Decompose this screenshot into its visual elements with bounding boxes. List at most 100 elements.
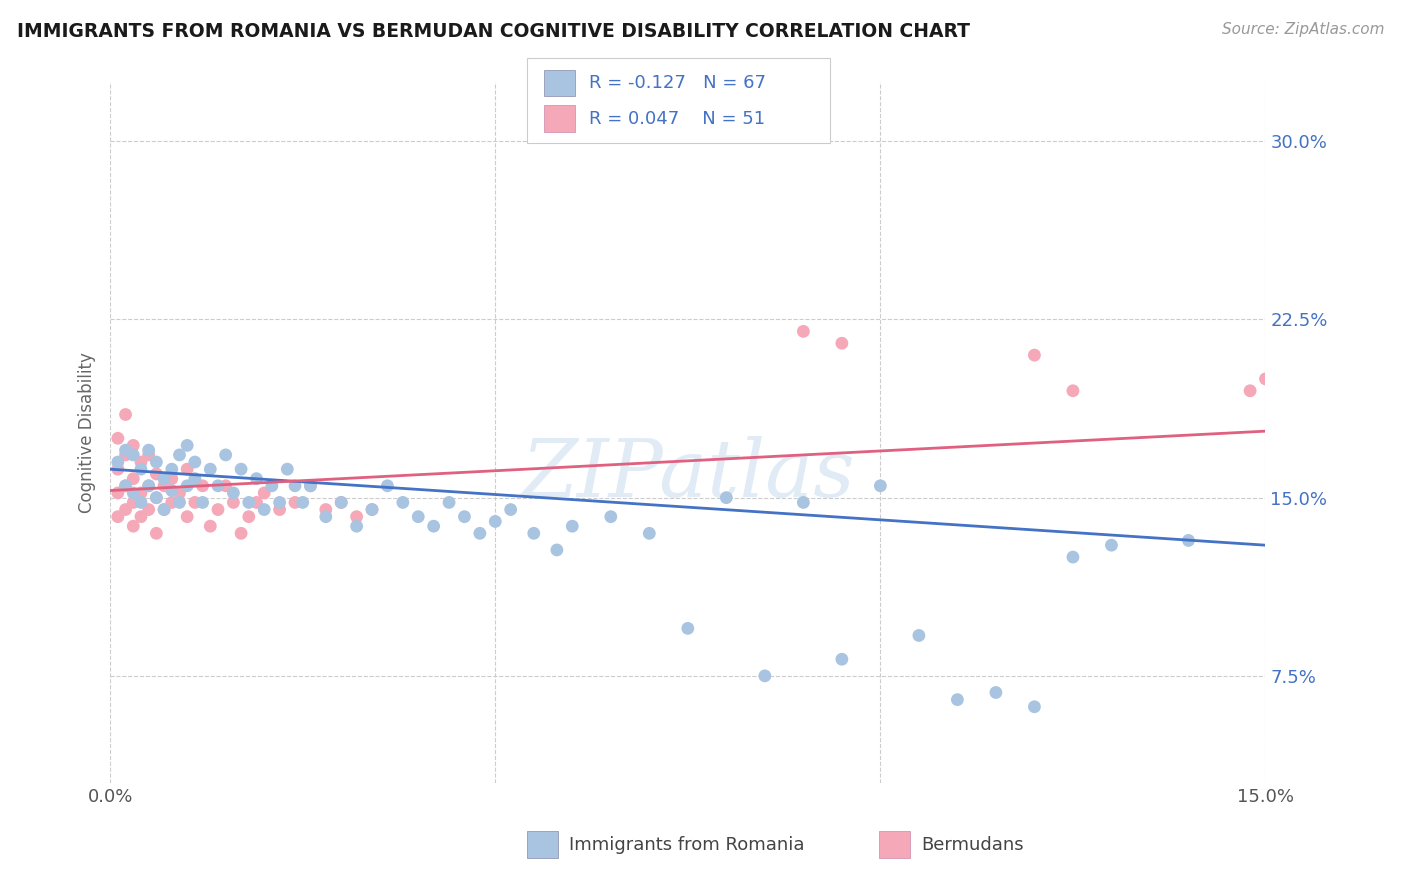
Point	[523, 526, 546, 541]
Text: R = -0.127   N = 67: R = -0.127 N = 67	[589, 74, 766, 92]
Point	[1062, 550, 1084, 565]
Point	[145, 491, 167, 505]
Point	[253, 486, 276, 500]
Point	[245, 495, 267, 509]
Point	[315, 502, 337, 516]
Point	[269, 502, 291, 516]
Point	[176, 509, 198, 524]
Point	[122, 486, 145, 500]
Point	[253, 502, 276, 516]
Point	[184, 495, 207, 509]
Point	[792, 495, 814, 509]
Point	[330, 495, 353, 509]
Point	[107, 462, 129, 476]
Point	[184, 455, 207, 469]
Point	[129, 509, 152, 524]
Point	[153, 502, 176, 516]
Point	[869, 479, 891, 493]
Point	[222, 495, 245, 509]
Point	[114, 443, 136, 458]
Point	[114, 479, 136, 493]
Point	[153, 479, 176, 493]
Point	[638, 526, 661, 541]
Point	[138, 479, 160, 493]
Point	[207, 479, 229, 493]
Point	[114, 479, 136, 493]
Point	[129, 486, 152, 500]
Point	[122, 448, 145, 462]
Point	[484, 515, 506, 529]
Point	[1254, 372, 1277, 386]
Point	[561, 519, 583, 533]
Point	[145, 526, 167, 541]
Text: R = 0.047    N = 51: R = 0.047 N = 51	[589, 110, 765, 128]
Point	[276, 462, 298, 476]
Point	[160, 462, 183, 476]
Point	[468, 526, 491, 541]
Text: Source: ZipAtlas.com: Source: ZipAtlas.com	[1222, 22, 1385, 37]
Point	[346, 509, 368, 524]
Point	[676, 621, 699, 635]
Point	[215, 479, 238, 493]
Point	[122, 438, 145, 452]
Point	[238, 495, 260, 509]
Point	[169, 486, 191, 500]
Point	[1101, 538, 1123, 552]
Point	[138, 502, 160, 516]
Point	[160, 472, 183, 486]
Point	[176, 479, 198, 493]
Point	[792, 324, 814, 338]
Point	[346, 519, 368, 533]
Point	[138, 448, 160, 462]
Text: IMMIGRANTS FROM ROMANIA VS BERMUDAN COGNITIVE DISABILITY CORRELATION CHART: IMMIGRANTS FROM ROMANIA VS BERMUDAN COGN…	[17, 22, 970, 41]
Point	[107, 455, 129, 469]
Point	[176, 462, 198, 476]
Point	[153, 472, 176, 486]
Point	[200, 519, 222, 533]
Point	[361, 502, 384, 516]
Point	[291, 495, 314, 509]
Point	[169, 448, 191, 462]
Point	[215, 448, 238, 462]
Point	[129, 462, 152, 476]
Point	[831, 336, 853, 351]
Point	[406, 509, 429, 524]
Point	[284, 495, 307, 509]
Point	[207, 502, 229, 516]
Point	[114, 408, 136, 422]
Point	[122, 519, 145, 533]
Point	[238, 509, 260, 524]
Point	[138, 479, 160, 493]
Point	[145, 467, 167, 481]
Point	[176, 438, 198, 452]
Point	[160, 483, 183, 498]
Point	[908, 628, 931, 642]
Point	[129, 495, 152, 509]
Text: Bermudans: Bermudans	[921, 836, 1024, 854]
Point	[129, 455, 152, 469]
Point	[245, 472, 267, 486]
Text: Immigrants from Romania: Immigrants from Romania	[569, 836, 804, 854]
Point	[599, 509, 621, 524]
Point	[122, 495, 145, 509]
Point	[122, 472, 145, 486]
Point	[299, 479, 322, 493]
Point	[184, 472, 207, 486]
Point	[422, 519, 444, 533]
Point	[1239, 384, 1261, 398]
Point	[222, 486, 245, 500]
Point	[160, 495, 183, 509]
Point	[153, 502, 176, 516]
Point	[229, 526, 252, 541]
Point	[546, 543, 568, 558]
Point	[330, 495, 353, 509]
Point	[299, 479, 322, 493]
Point	[499, 502, 522, 516]
Point	[191, 495, 214, 509]
Point	[260, 479, 283, 493]
Point	[138, 443, 160, 458]
Point	[315, 509, 337, 524]
Point	[107, 509, 129, 524]
Y-axis label: Cognitive Disability: Cognitive Disability	[79, 352, 96, 513]
Point	[191, 479, 214, 493]
